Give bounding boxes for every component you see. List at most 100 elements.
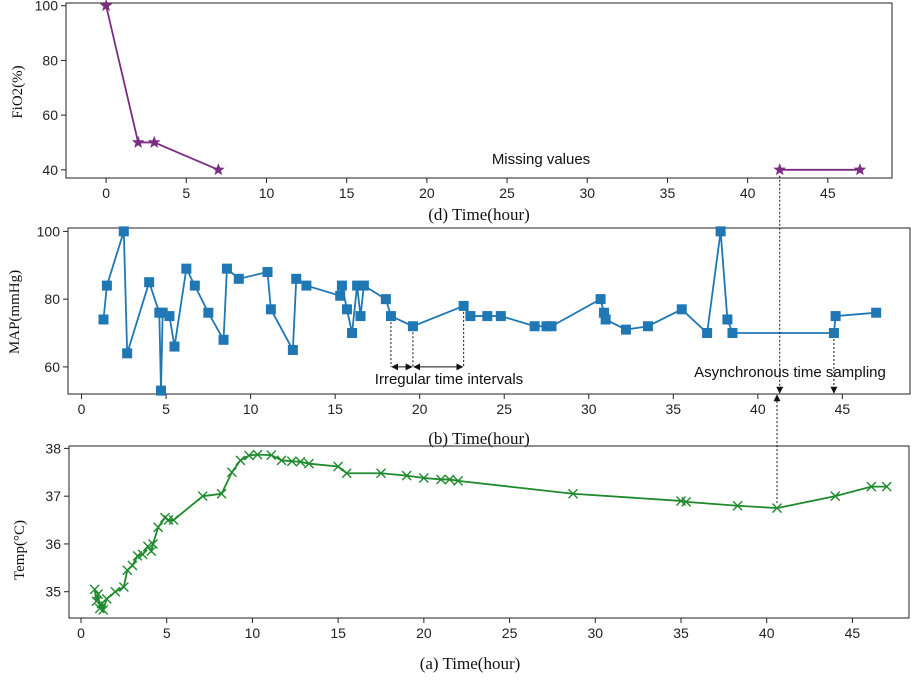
map-x-tick-label: 5 — [162, 401, 170, 417]
map-point — [203, 307, 214, 318]
map-point — [595, 294, 606, 305]
map-point — [189, 280, 200, 291]
map-y-axis-label: MAP(mmHg) — [7, 270, 23, 354]
temp-point — [93, 589, 104, 600]
map-point — [546, 321, 557, 332]
temp-point — [252, 449, 263, 460]
map-point — [830, 311, 841, 322]
fio2-x-tick-label: 5 — [182, 185, 190, 201]
fio2-x-tick-label: 10 — [259, 185, 275, 201]
map-point — [727, 328, 738, 339]
temp-point — [216, 488, 227, 499]
temp-y-tick-label: 37 — [45, 488, 61, 504]
map-point — [144, 277, 155, 288]
temp-x-tick-label: 35 — [673, 625, 689, 641]
temp-x-tick-label: 20 — [416, 625, 432, 641]
map-point — [465, 311, 476, 322]
map-point — [157, 307, 168, 318]
map-point — [355, 311, 366, 322]
map-point — [352, 280, 363, 291]
temp-point — [235, 455, 246, 466]
temp-point — [453, 475, 464, 486]
map-point — [642, 321, 653, 332]
map-x-axis-label: (b) Time(hour) — [428, 429, 530, 448]
temp-x-tick-label: 25 — [502, 625, 518, 641]
map-point — [620, 324, 631, 335]
map-point — [495, 311, 506, 322]
temp-x-tick-label: 10 — [245, 625, 261, 641]
temp-point — [266, 450, 277, 461]
temp-x-tick-label: 30 — [587, 625, 603, 641]
temp-plot-frame — [68, 445, 910, 619]
map-point — [482, 311, 493, 322]
fio2-y-axis-label: FiO2(%) — [10, 65, 26, 118]
map-point — [676, 304, 687, 315]
temp-point — [376, 468, 386, 479]
map-point — [600, 314, 611, 325]
temp-point — [153, 522, 164, 533]
map-y-tick-label: 80 — [44, 291, 60, 307]
temp-point — [772, 503, 782, 514]
temp-point — [276, 455, 287, 466]
temp-point — [304, 458, 314, 469]
temp-point — [295, 456, 306, 467]
map-x-tick-label: 35 — [666, 401, 682, 417]
temp-x-tick-label: 40 — [759, 625, 775, 641]
temp-point — [89, 584, 100, 595]
fio2-point — [212, 163, 225, 176]
map-point — [291, 273, 302, 284]
map-point — [715, 226, 726, 237]
map-point — [336, 280, 347, 291]
temp-point — [568, 488, 578, 499]
temp-panel: 0 5 10 15 20 25 30 35 40 45 35 36 37 38 Temp(°C) (a) … — [12, 440, 910, 673]
temp-point — [333, 461, 344, 472]
missing-values-annotation: Missing values — [492, 151, 590, 168]
temp-point — [226, 467, 237, 478]
map-point — [301, 280, 312, 291]
map-point — [164, 311, 175, 322]
fio2-point — [147, 135, 161, 148]
temp-x-tick-label: 0 — [77, 625, 85, 641]
map-point — [265, 304, 276, 315]
temp-point — [681, 496, 692, 507]
map-point — [262, 267, 273, 278]
temp-x-axis-label: (a) Time(hour) — [420, 654, 521, 673]
fio2-x-tick-label: 0 — [102, 185, 110, 201]
fio2-point — [99, 0, 113, 12]
map-point — [233, 273, 244, 284]
map-point — [407, 321, 418, 332]
temp-series-line — [93, 453, 887, 614]
map-point — [358, 280, 369, 291]
fio2-x-tick-label: 45 — [820, 185, 836, 201]
map-point — [221, 263, 232, 274]
temp-y-tick-label: 38 — [45, 440, 61, 456]
map-point — [529, 321, 540, 332]
fio2-x-tick-label: 25 — [499, 185, 515, 201]
temp-point — [168, 515, 179, 526]
irregular-intervals-annotation: Irregular time intervals — [375, 371, 523, 388]
map-point — [598, 307, 609, 318]
fio2-point — [773, 163, 787, 176]
map-point — [341, 304, 352, 315]
map-point — [181, 263, 192, 274]
temp-point — [444, 474, 455, 485]
fio2-plot-frame — [65, 2, 893, 179]
fio2-x-axis-label: (d) Time(hour) — [428, 205, 530, 224]
map-point — [380, 294, 391, 305]
temp-point — [830, 491, 841, 502]
temp-point — [148, 538, 158, 549]
map-point — [722, 314, 733, 325]
map-point — [218, 334, 229, 345]
fio2-y-tick-label: 40 — [42, 162, 58, 178]
fio2-panel: 0 5 10 15 20 25 30 35 40 45 40 60 80 100 FiO2(%) (d) … — [10, 0, 893, 224]
map-x-tick-label: 30 — [581, 401, 597, 417]
fio2-y-tick-label: 60 — [42, 107, 58, 123]
fio2-x-tick-label: 15 — [339, 185, 355, 201]
fio2-y-tick-label: 100 — [35, 0, 59, 14]
map-point — [101, 280, 112, 291]
temp-point — [101, 593, 112, 604]
temp-y-tick-label: 35 — [45, 584, 61, 600]
temp-point — [436, 474, 446, 485]
annotation-arrows — [390, 175, 838, 504]
